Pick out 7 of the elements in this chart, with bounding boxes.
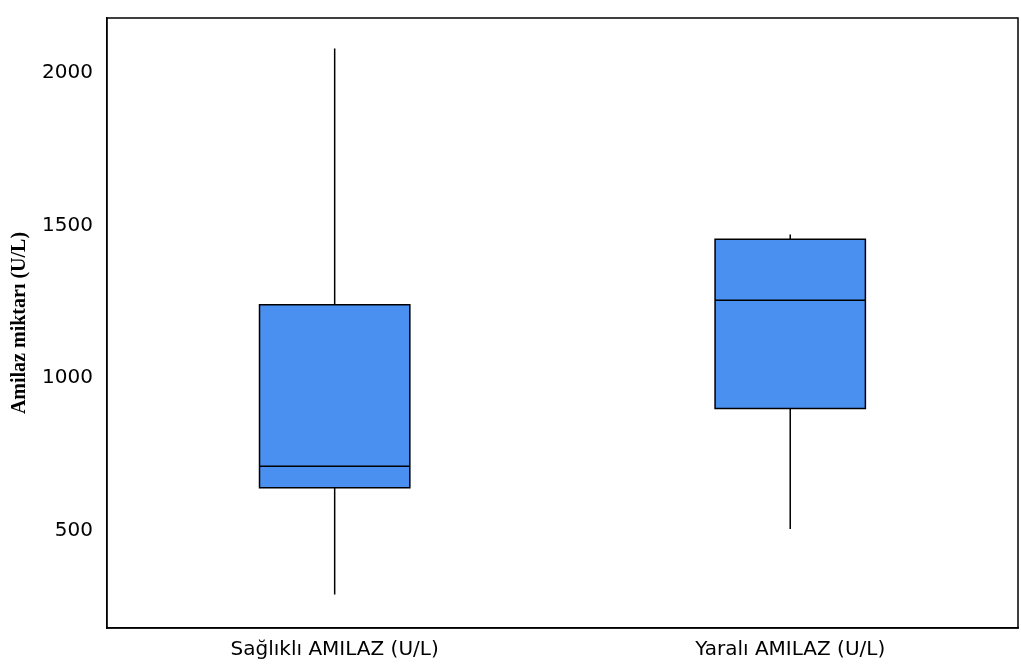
y-axis-title: Amilaz miktarı (U/L) (7, 231, 31, 415)
x-tick-label: Sağlıklı AMILAZ (U/L) (230, 636, 439, 661)
x-tick-label: Yaralı AMILAZ (U/L) (694, 636, 886, 661)
y-tick-label: 1000 (41, 364, 93, 389)
y-tick-label: 1500 (41, 211, 93, 236)
y-tick-label: 500 (54, 516, 93, 541)
y-tick-label: 2000 (41, 59, 93, 84)
